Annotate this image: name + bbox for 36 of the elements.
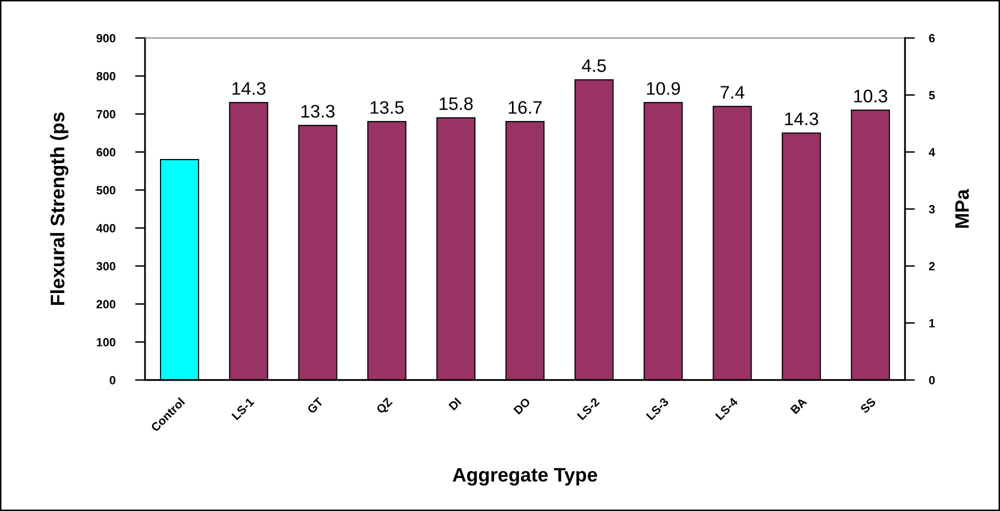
annotation: 7.4: [720, 86, 744, 98]
y2-tick-label: 5: [928, 91, 935, 100]
annotation: 14.3: [785, 112, 818, 126]
x-tick-label: SS: [860, 397, 876, 414]
y-tick-label: 300: [96, 262, 116, 270]
y2-tick-label: 6: [929, 34, 935, 42]
y-tick-label: 100: [96, 338, 116, 346]
y-tick-label: 500: [96, 186, 116, 194]
y-tick-label: 0: [110, 376, 116, 384]
annotation: 15.8: [440, 97, 473, 110]
y-tick-label: 200: [96, 300, 116, 308]
x-tick-label: DO: [513, 397, 531, 415]
x-axis-title: Aggregate Type: [452, 468, 598, 486]
annotation: 16.7: [508, 101, 542, 114]
annotation: 13.3: [302, 104, 335, 118]
y2-tick-label: 1: [929, 319, 935, 328]
y-tick-label: 600: [96, 148, 116, 156]
annotation: 10.9: [646, 82, 680, 95]
x-tick-label: DI: [448, 398, 462, 411]
y2-tick-label: 4: [928, 148, 936, 156]
y-tick-label: 400: [96, 224, 116, 232]
x-tick-label: QZ: [376, 397, 394, 416]
x-tick-label: BA: [790, 397, 808, 414]
y-tick-label: 800: [96, 72, 116, 80]
y2-tick-label: 0: [929, 376, 935, 384]
y-axis-title: Flexural Strength (ps: [50, 112, 68, 305]
annotation: 10.3: [854, 90, 888, 102]
annotation: 4.5: [582, 59, 606, 72]
y2-axis-title: MPa: [955, 188, 969, 228]
y-tick-label: 900: [96, 34, 116, 42]
annotation: 13.5: [370, 101, 404, 114]
x-tick-label: GT: [306, 396, 324, 414]
y-tick-label: 700: [96, 110, 116, 118]
y2-tick-label: 2: [929, 262, 935, 270]
y2-tick-label: 3: [928, 205, 935, 214]
annotation: 14.3: [232, 82, 266, 95]
